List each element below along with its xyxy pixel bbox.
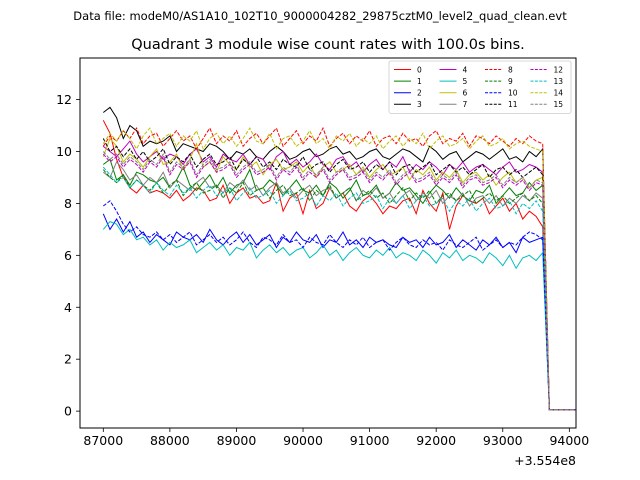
legend-label-5: 5	[463, 77, 468, 86]
series-line-13	[102, 166, 576, 411]
x-axis: 87000 88000 89000 90000 91000 92000 93000 94000	[83, 428, 589, 448]
x-tick-label: 87000	[83, 433, 123, 448]
series-line-3	[102, 106, 576, 411]
legend-label-4: 4	[463, 65, 468, 74]
series-layer	[102, 106, 576, 411]
series-line-8	[102, 126, 576, 411]
legend-label-12: 12	[554, 65, 564, 74]
x-tick-label: 93000	[483, 433, 523, 448]
legend-label-2: 2	[417, 89, 422, 98]
series-line-6	[102, 137, 576, 411]
chart-title: Quadrant 3 module wise count rates with …	[131, 37, 525, 53]
y-axis: 0 2 4 6 8 10 12	[56, 92, 80, 419]
series-line-4	[102, 140, 576, 411]
series-line-14	[102, 127, 576, 411]
series-line-9	[102, 169, 576, 411]
y-tick-label: 2	[64, 352, 72, 367]
legend-label-1: 1	[417, 77, 422, 86]
series-line-10	[102, 200, 576, 411]
y-tick-label: 6	[64, 248, 72, 263]
legend-label-6: 6	[463, 89, 468, 98]
legend-label-0: 0	[417, 65, 422, 74]
legend-label-13: 13	[554, 77, 564, 86]
y-tick-label: 12	[56, 92, 72, 107]
legend-label-8: 8	[508, 65, 513, 74]
legend-label-7: 7	[463, 100, 468, 109]
series-line-5	[102, 221, 576, 411]
series-line-12	[102, 153, 576, 411]
series-line-1	[102, 158, 576, 411]
x-tick-label: 88000	[150, 433, 190, 448]
legend-label-11: 11	[508, 100, 518, 109]
legend-label-15: 15	[554, 100, 564, 109]
legend-box	[388, 60, 572, 114]
x-tick-label: 94000	[549, 433, 589, 448]
series-line-0	[102, 120, 576, 411]
legend-label-9: 9	[508, 77, 513, 86]
y-tick-label: 10	[56, 144, 72, 159]
y-tick-label: 8	[64, 196, 72, 211]
x-tick-label: 92000	[416, 433, 456, 448]
series-line-11	[102, 138, 576, 411]
series-line-15	[102, 151, 576, 411]
plot-frame	[79, 57, 577, 429]
x-offset-label: +3.554e8	[514, 453, 576, 468]
x-tick-label: 89000	[217, 433, 257, 448]
x-tick-label: 90000	[283, 433, 323, 448]
legend-label-14: 14	[554, 89, 564, 98]
figure-suptitle: Data file: modeM0/AS1A10_102T10_90000042…	[73, 9, 567, 23]
series-line-2	[102, 213, 576, 411]
legend-label-3: 3	[417, 100, 422, 109]
y-tick-label: 4	[64, 300, 72, 315]
x-tick-label: 91000	[350, 433, 390, 448]
legend-label-10: 10	[508, 89, 518, 98]
y-tick-label: 0	[64, 404, 72, 419]
